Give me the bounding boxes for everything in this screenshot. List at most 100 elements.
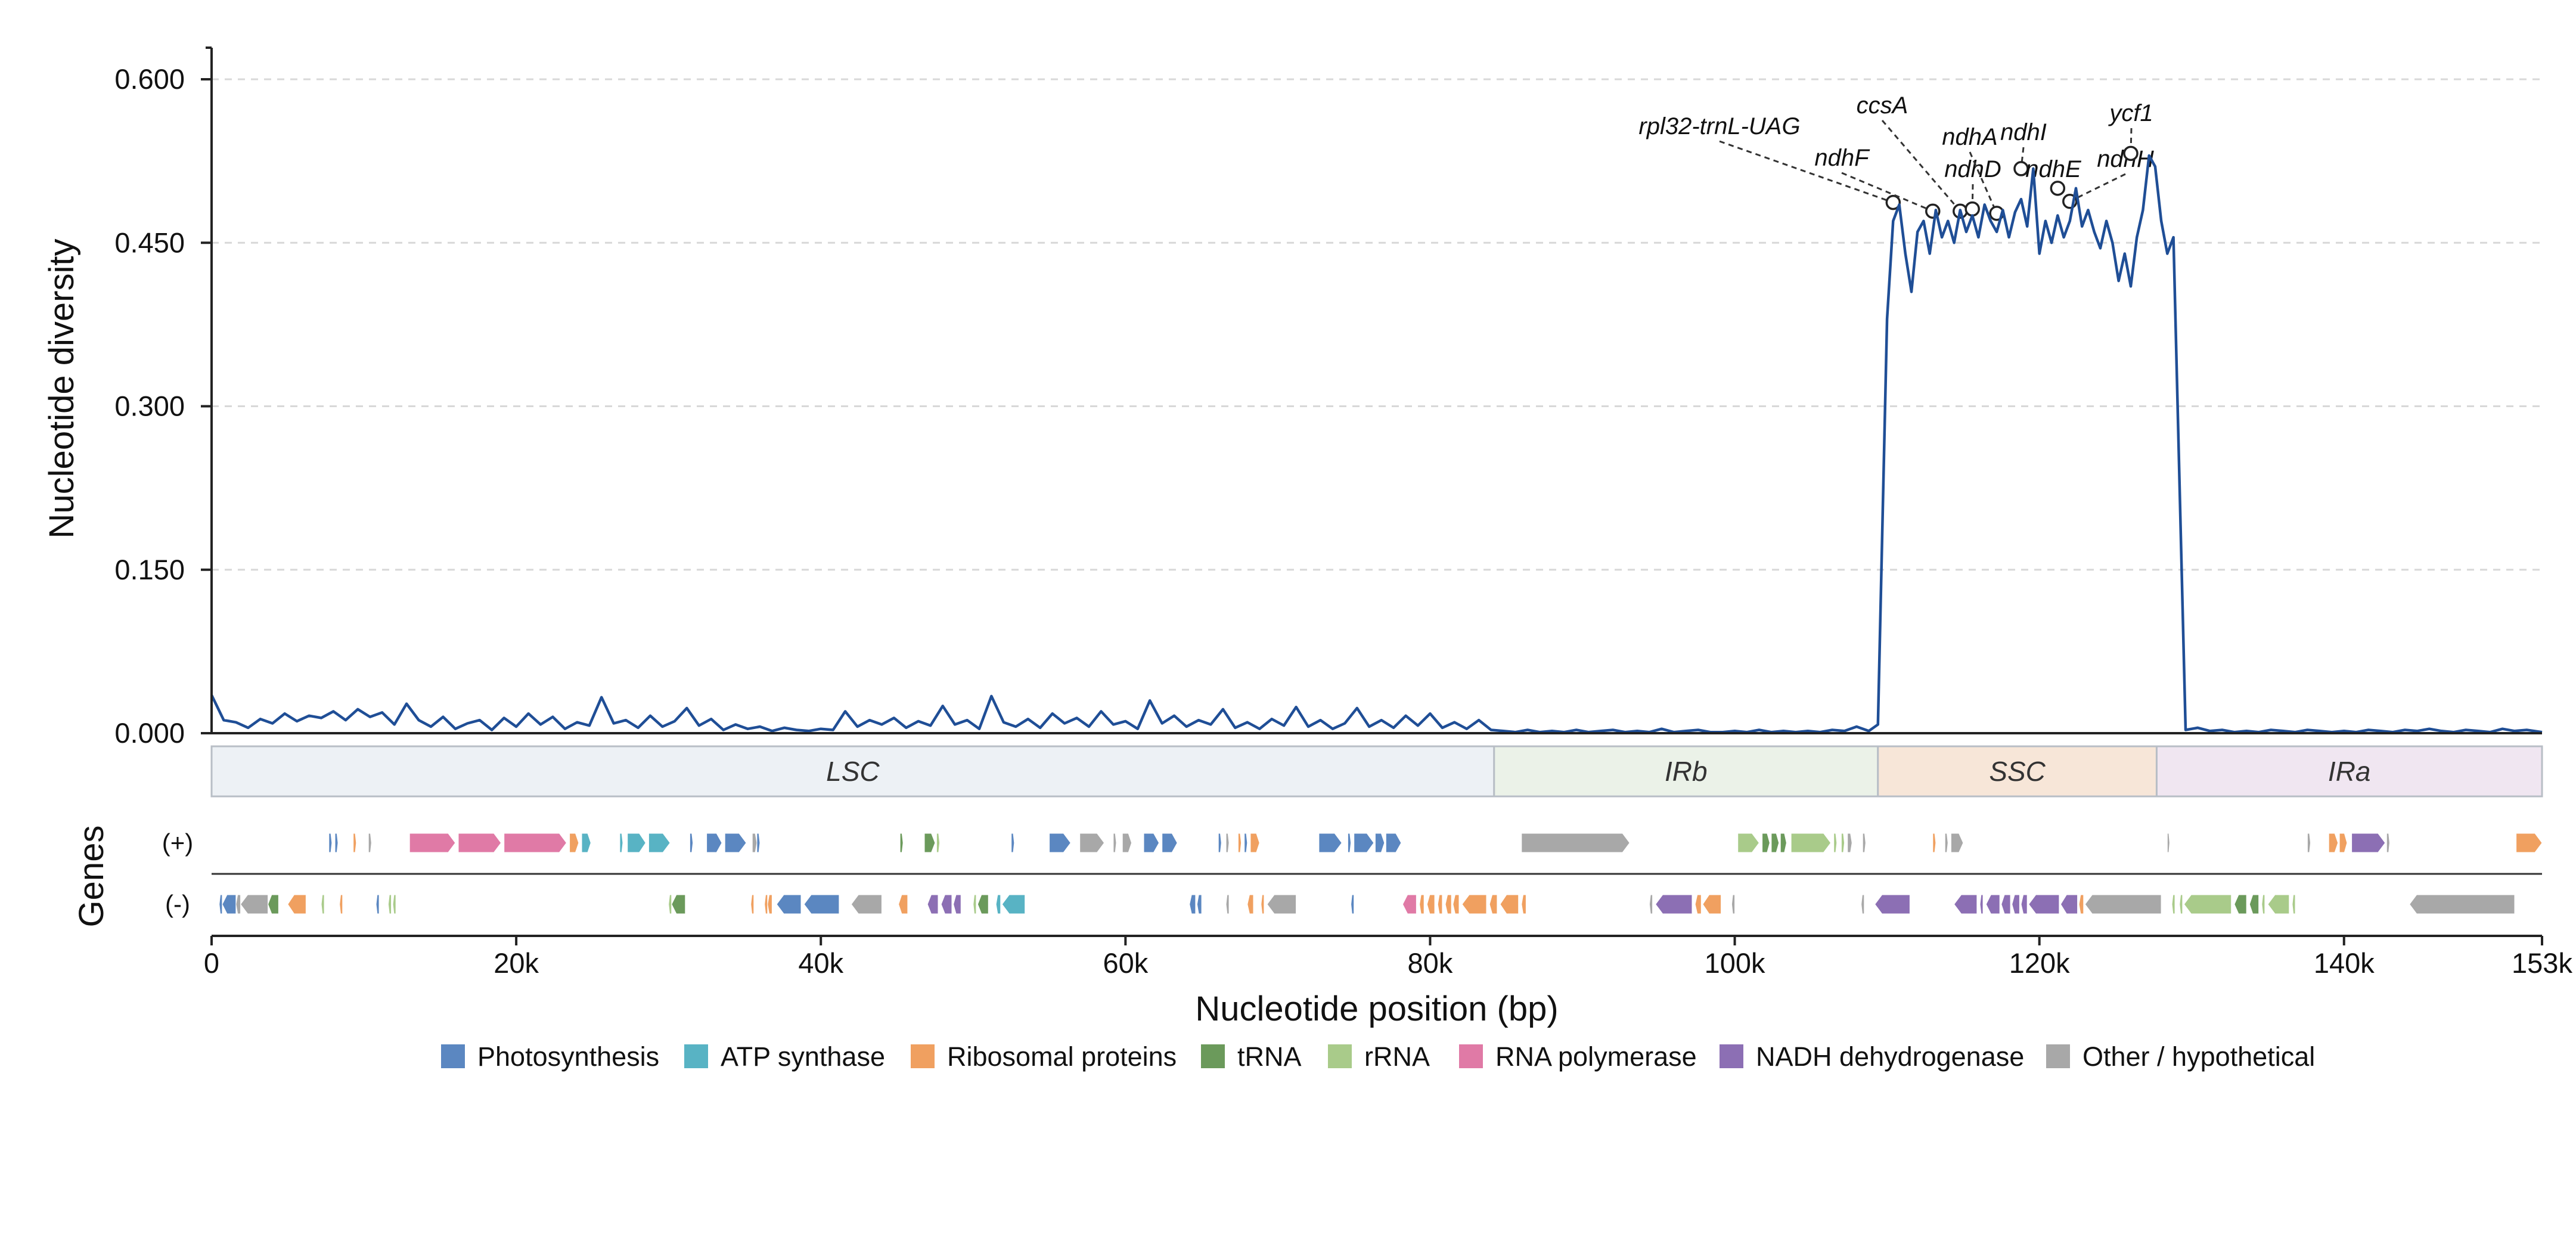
x-tick-label: 80k xyxy=(1408,947,1453,979)
gene-rrna xyxy=(2171,894,2175,914)
annotation-label: ccsA xyxy=(1857,92,1908,119)
y-tick-label: 0.450 xyxy=(114,227,185,258)
x-tick-label: 120k xyxy=(2009,947,2070,979)
gene-photo xyxy=(1143,833,1160,853)
annotation-leader xyxy=(2020,147,2025,169)
annotation-marker xyxy=(1964,201,1980,217)
y-tick-label: 0.000 xyxy=(114,717,185,749)
legend-label-other: Other / hypothetical xyxy=(2082,1041,2315,1072)
gene-ndh xyxy=(927,894,939,914)
gene-ndh xyxy=(2001,894,2011,914)
gene-other xyxy=(1944,833,1948,853)
gene-rrna xyxy=(321,894,325,914)
gene-photo xyxy=(1374,833,1385,853)
x-tick-label: 60k xyxy=(1103,947,1148,979)
gene-photo xyxy=(756,833,761,853)
gene-other xyxy=(1079,833,1105,853)
x-tick-label: 153k xyxy=(2512,947,2572,979)
y-tick-label: 0.600 xyxy=(114,63,185,95)
gene-rrna xyxy=(387,894,392,914)
gene-rrna xyxy=(392,894,396,914)
legend: Photosynthesis ATP synthase Ribosomal prot… xyxy=(441,1041,2315,1072)
gene-ribo xyxy=(287,894,306,914)
gene-trna xyxy=(1762,833,1770,853)
gene-ndh xyxy=(2028,894,2060,914)
gene-other xyxy=(1113,833,1117,853)
gene-ribo xyxy=(750,894,755,914)
gene-ndh xyxy=(1655,894,1693,914)
gene-rrna xyxy=(1841,833,1845,853)
gene-atp xyxy=(581,833,591,853)
axes: 0.000 0.150 0.300 0.450 0.600 0 20k 40k 60k 80k 10… xyxy=(114,46,2572,979)
gene-photo xyxy=(1354,833,1374,853)
gene-ribo xyxy=(1237,833,1242,853)
gene-photo xyxy=(1162,833,1178,853)
region-irb xyxy=(1493,745,1879,798)
gene-rrna xyxy=(2267,894,2290,914)
annotation-leader xyxy=(1841,172,1933,212)
gene-ribo xyxy=(1932,833,1936,853)
gene-photo xyxy=(222,894,237,914)
gene-rrna xyxy=(668,894,672,914)
gene-ribo xyxy=(898,894,908,914)
region-label: SSC xyxy=(1989,756,2046,787)
legend-swatch-photo xyxy=(441,1044,465,1068)
gene-ndh xyxy=(1953,894,1978,914)
gene-other xyxy=(235,894,241,914)
gene-photo xyxy=(689,833,694,853)
grid-lines xyxy=(212,78,2542,571)
y-tick-label: 0.300 xyxy=(114,390,185,422)
gene-ribo xyxy=(569,833,579,853)
annotation-marker xyxy=(1885,194,1901,210)
legend-swatch-rrna xyxy=(1328,1044,1352,1068)
gene-rrna xyxy=(1790,833,1832,853)
gene-atp xyxy=(619,833,623,853)
gene-photo xyxy=(1189,894,1196,914)
legend-swatch-ribo xyxy=(911,1044,935,1068)
gene-photo xyxy=(724,833,747,853)
gene-photo xyxy=(334,833,339,853)
gene-other xyxy=(2084,894,2162,914)
x-tick-label: 0 xyxy=(204,947,219,979)
strand-label-plus: (+) xyxy=(162,829,194,857)
gene-trna xyxy=(671,894,686,914)
gene-photo xyxy=(1011,833,1015,853)
legend-label-ndh: NADH dehydrogenase xyxy=(1756,1041,2024,1072)
gene-track: (+) (-) xyxy=(162,829,2543,918)
gene-ndh xyxy=(2021,894,2028,914)
gene-trna xyxy=(1780,833,1787,853)
gene-other xyxy=(2409,894,2515,914)
gene-ribo xyxy=(1489,894,1498,914)
gene-trna xyxy=(977,894,989,914)
legend-swatch-rnap xyxy=(1459,1044,1483,1068)
gene-ribo xyxy=(767,894,772,914)
gene-rrna xyxy=(936,833,941,853)
gene-ndh xyxy=(941,894,952,914)
annotation-label: ycf1 xyxy=(2108,100,2153,126)
x-tick-label: 40k xyxy=(798,947,843,979)
legend-label-rrna: rRNA xyxy=(1364,1041,1430,1072)
gene-other xyxy=(1267,894,1297,914)
gene-rrna xyxy=(2261,894,2265,914)
gene-rnap xyxy=(1402,894,1417,914)
gene-ndh xyxy=(1874,894,1910,914)
legend-swatch-other xyxy=(2046,1044,2070,1068)
legend-label-rnap: RNA polymerase xyxy=(1495,1041,1697,1072)
annotation-label: ndhA xyxy=(1942,124,1997,150)
gene-trna xyxy=(924,833,936,853)
gene-ribo xyxy=(1702,894,1722,914)
gene-photo xyxy=(1347,833,1352,853)
gene-other xyxy=(1731,894,1736,914)
gene-other xyxy=(752,833,758,853)
gene-ribo xyxy=(1261,894,1265,914)
gene-other xyxy=(1847,833,1852,853)
gene-photo xyxy=(1196,894,1202,914)
gene-ribo xyxy=(2339,833,2348,853)
annotation-marker xyxy=(2013,161,2029,176)
gene-rrna xyxy=(2179,894,2183,914)
legend-swatch-ndh xyxy=(1720,1044,1743,1068)
gene-ndh xyxy=(1985,894,2000,914)
gene-rrna xyxy=(1833,833,1838,853)
gene-rrna xyxy=(2183,894,2232,914)
diversity-line xyxy=(210,154,2543,734)
